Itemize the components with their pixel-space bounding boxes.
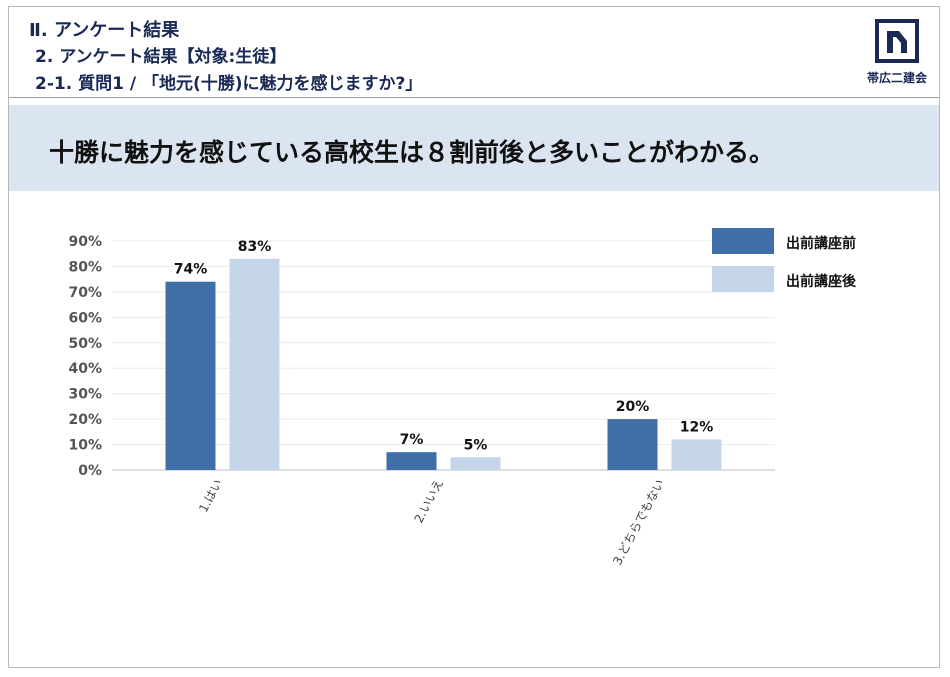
logo-icon <box>875 19 919 63</box>
summary-text: 十勝に魅力を感じている高校生は８割前後と多いことがわかる。 <box>49 138 775 167</box>
subsection-title: 2. アンケート結果【対象:生徒】 <box>35 47 287 67</box>
question-title: 2-1. 質問1 / 「地元(十勝)に魅力を感じますか?」 <box>35 74 423 94</box>
logo-text: 帯広二建会 <box>866 71 927 85</box>
legend-swatch-after <box>712 266 774 292</box>
summary-banner: 十勝に魅力を感じている高校生は８割前後と多いことがわかる。 <box>9 105 939 191</box>
legend-label-after: 出前講座後 <box>786 274 856 290</box>
section-title: Ⅱ. アンケート結果 <box>29 20 180 41</box>
legend-label-before: 出前講座前 <box>786 236 856 252</box>
legend-swatch-before <box>712 228 774 254</box>
slide-frame: Ⅱ. アンケート結果 2. アンケート結果【対象:生徒】 2-1. 質問1 / … <box>8 6 940 668</box>
header-divider <box>9 97 939 98</box>
